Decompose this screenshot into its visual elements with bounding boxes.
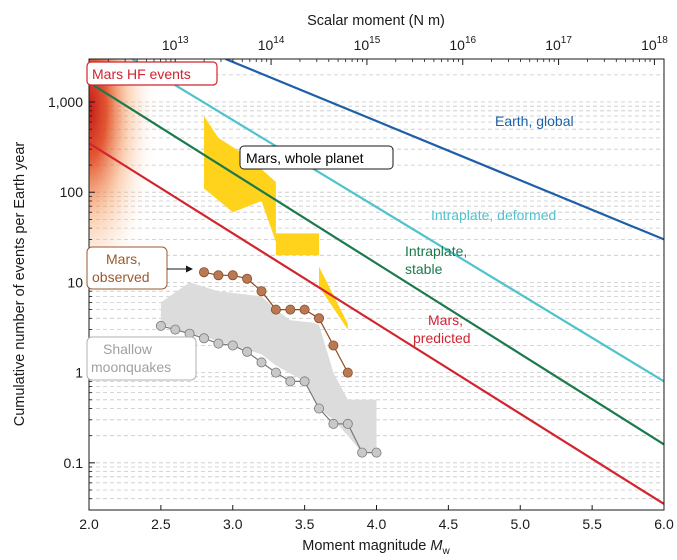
x-tick-label: 4.5	[439, 516, 459, 532]
shallow-moonquakes-point	[285, 376, 296, 387]
mars-hf-events-box	[86, 61, 218, 86]
y-tick-label: 1	[75, 365, 83, 381]
shallow-moonquakes-series-line	[160, 325, 377, 454]
mars-observed-point	[299, 304, 310, 315]
mars-observed-point	[313, 313, 324, 324]
top-tick-label: 1015	[354, 35, 381, 53]
y-axis: 0.1 1 10 100 1,000	[48, 74, 95, 500]
shallow-moonquakes-point	[328, 418, 339, 429]
x-tick-label: 2.0	[79, 516, 99, 532]
intraplate-deformed-line	[131, 59, 664, 383]
mars-whole-planet-band	[204, 116, 348, 330]
mars-observed-box	[86, 246, 168, 290]
mars-observed-label-2: observed	[92, 269, 150, 285]
shallow-moonquakes-point	[313, 403, 324, 414]
mars-whole-planet-box	[239, 145, 394, 170]
mars-observed-point	[285, 304, 296, 315]
mars-predicted-label-2: predicted	[413, 330, 471, 346]
top-axis: 1013 1014 1015 1016 1017 1018	[107, 35, 668, 65]
x-tick-label: 5.5	[582, 516, 602, 532]
shallow-moonquakes-point	[242, 346, 253, 357]
mars-whole-planet-label: Mars, whole planet	[246, 150, 364, 166]
intraplate-stable-label-2: stable	[405, 261, 443, 277]
shallow-moonquakes-point	[227, 340, 238, 351]
y-tick-label: 10	[67, 274, 83, 290]
shallow-moonquakes-point	[213, 338, 224, 349]
x-tick-label: 6.0	[654, 516, 674, 532]
mars-observed-point	[227, 270, 238, 281]
shallow-moonquakes-box	[86, 336, 197, 381]
mars-observed-point	[328, 340, 339, 351]
mars-observed-label-1: Mars,	[106, 251, 141, 267]
shallow-moonquakes-label-1: Shallow	[103, 341, 153, 357]
x-tick-label: 4.0	[367, 516, 387, 532]
top-tick-label: 1017	[545, 35, 572, 53]
mars-observed-point	[242, 273, 253, 284]
top-tick-label: 1013	[162, 35, 189, 53]
intraplate-stable-line	[89, 81, 664, 446]
mars-observed-point	[342, 367, 353, 378]
top-tick-label: 1014	[258, 35, 285, 53]
earth-global-label: Earth, global	[495, 113, 574, 129]
mars-observed-point	[198, 267, 209, 278]
top-tick-label: 1016	[449, 35, 476, 53]
x-tick-label: 5.0	[511, 516, 531, 532]
x-axis-title: Moment magnitude Mw	[302, 538, 450, 557]
y-tick-label: 100	[60, 184, 84, 200]
mars-observed-point	[256, 286, 267, 297]
mars-predicted-label-1: Mars,	[428, 312, 463, 328]
mars-observed-point	[213, 270, 224, 281]
shallow-moonquakes-label-2: moonquakes	[91, 359, 171, 375]
shallow-moonquakes-point	[198, 333, 209, 344]
shallow-moonquakes-point	[299, 376, 310, 387]
intraplate-stable-label-1: Intraplate,	[405, 243, 467, 259]
mars-hf-events-label: Mars HF events	[92, 66, 191, 82]
shallow-moonquakes-point	[256, 357, 267, 368]
shallow-moonquakes-point	[342, 418, 353, 429]
intraplate-deformed-label: Intraplate, deformed	[431, 207, 556, 223]
shallow-moonquakes-point	[371, 447, 382, 458]
x2-axis-title: Scalar moment (N m)	[307, 13, 445, 29]
mars-predicted-line	[89, 142, 664, 505]
shallow-moonquakes-point	[155, 320, 166, 331]
y-tick-label: 0.1	[64, 455, 84, 471]
shallow-moonquakes-point	[357, 447, 368, 458]
x-tick-label: 2.5	[151, 516, 171, 532]
x-axis: 2.0 2.5 3.0 3.5 4.0 4.5 5.0 5.5 6.0	[79, 505, 674, 532]
observed-series	[155, 267, 382, 458]
mars-observed-arrowhead	[186, 265, 193, 273]
y-tick-label: 1,000	[48, 94, 83, 110]
mars-hf-events-glow	[89, 59, 159, 259]
earth-global-line	[225, 59, 664, 241]
top-tick-label: 1018	[641, 35, 668, 53]
trend-lines	[89, 59, 664, 505]
x-tick-label: 3.0	[223, 516, 243, 532]
shallow-moonquakes-point	[270, 367, 281, 378]
x-tick-label: 3.5	[295, 516, 315, 532]
mars-observed-point	[270, 304, 281, 315]
shallow-moonquakes-point	[170, 324, 181, 335]
y-axis-title: Cumulative number of events per Earth ye…	[12, 142, 28, 427]
